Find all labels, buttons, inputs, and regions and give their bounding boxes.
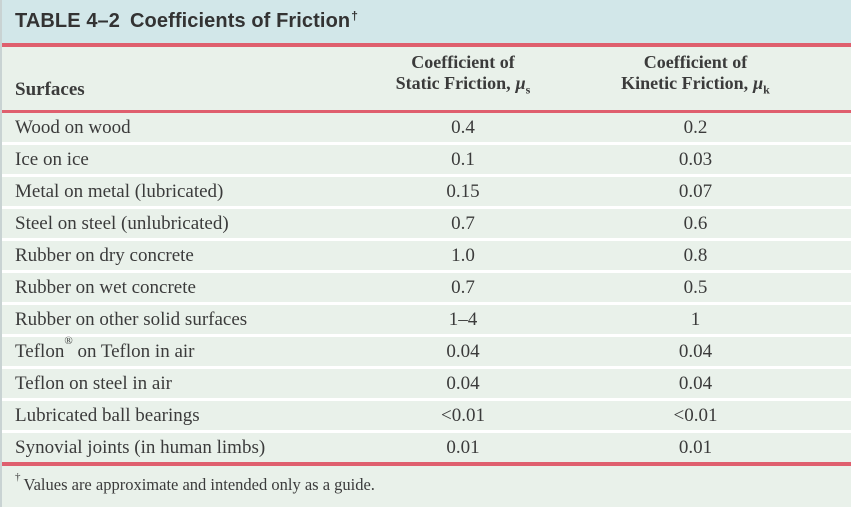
static-friction-value: 0.4	[451, 116, 475, 138]
table-row: Wood on wood 0.4 0.2	[2, 113, 851, 142]
footnote-text: Values are approximate and intended only…	[23, 475, 375, 494]
table-header-row: Surfaces Coefficient of Static Friction,…	[2, 47, 851, 110]
static-friction-value: 0.15	[446, 180, 480, 202]
table-row: Teflon on steel in air 0.04 0.04	[2, 369, 851, 398]
static-friction-value: 1–4	[448, 308, 478, 330]
surface-cell: Wood on wood	[15, 116, 131, 138]
divider-bottom	[2, 462, 851, 466]
kinetic-friction-value: 0.04	[678, 372, 713, 394]
static-friction-value: 0.1	[451, 148, 475, 170]
static-header-line1: Coefficient of	[411, 52, 515, 73]
static-friction-value: <0.01	[441, 404, 485, 426]
column-header-surfaces: Surfaces	[15, 79, 85, 100]
kinetic-friction-value: 0.01	[678, 436, 713, 458]
surface-cell: Rubber on wet concrete	[15, 276, 196, 298]
surface-cell: Metal on metal (lubricated)	[15, 180, 224, 202]
registered-trademark-mark: ®	[64, 335, 73, 348]
static-friction-value: 0.04	[446, 372, 480, 394]
table-row: Rubber on wet concrete 0.7 0.5	[2, 273, 851, 302]
table-row: Lubricated ball bearings <0.01 <0.01	[2, 401, 851, 430]
footnote-dagger-mark: †	[15, 470, 21, 483]
surface-cell: Ice on ice	[15, 148, 89, 170]
kinetic-friction-value: 0.04	[678, 340, 713, 362]
surface-cell: Lubricated ball bearings	[15, 404, 200, 426]
kinetic-friction-value: 0.07	[678, 180, 713, 202]
surface-cell: Rubber on other solid surfaces	[15, 308, 248, 330]
surface-cell: Teflon on steel in air	[15, 372, 172, 394]
mu-symbol: μ	[515, 73, 526, 94]
kinetic-friction-value: 1	[690, 308, 701, 330]
kinetic-header-line2: Kinetic Friction, μk	[621, 73, 770, 97]
surface-cell: Steel on steel (unlubricated)	[15, 212, 229, 234]
table-row: Rubber on other solid surfaces 1–4 1	[2, 305, 851, 334]
divider-top	[2, 43, 851, 47]
table-row: Steel on steel (unlubricated) 0.7 0.6	[2, 209, 851, 238]
column-header-kinetic-friction: Coefficient of Kinetic Friction, μk	[588, 52, 803, 101]
surface-cell: Synovial joints (in human limbs)	[15, 436, 266, 458]
table-title: Coefficients of Friction	[130, 10, 351, 32]
surface-cell: Teflon® on Teflon in air	[15, 335, 195, 362]
static-friction-value: 0.01	[446, 436, 480, 458]
static-friction-value: 0.7	[451, 212, 475, 234]
surface-cell: Rubber on dry concrete	[15, 244, 194, 266]
table-row: Teflon® on Teflon in air 0.04 0.04	[2, 335, 851, 366]
table-title-bar: TABLE 4–2 Coefficients of Friction †	[2, 0, 851, 43]
kinetic-friction-value: 0.03	[678, 148, 713, 170]
static-friction-value: 0.7	[451, 276, 475, 298]
table-row: Synovial joints (in human limbs) 0.01 0.01	[2, 433, 851, 462]
divider-header	[2, 110, 851, 113]
kinetic-friction-value: 0.6	[683, 212, 708, 234]
static-subscript: s	[525, 83, 531, 97]
table-rows: Wood on wood 0.4 0.2 Ice on ice 0.1 0.03 Metal…	[2, 113, 851, 462]
kinetic-friction-value: 0.2	[683, 116, 708, 138]
mu-symbol: μ	[753, 73, 764, 94]
static-header-line2: Static Friction, μs	[395, 73, 531, 97]
kinetic-friction-value: 0.8	[683, 244, 708, 266]
kinetic-subscript: k	[763, 83, 770, 97]
kinetic-friction-value: 0.5	[683, 276, 708, 298]
table-row: Rubber on dry concrete 1.0 0.8	[2, 241, 851, 270]
column-header-static-friction: Coefficient of Static Friction, μs	[338, 52, 588, 101]
table-row: Metal on metal (lubricated) 0.15 0.07	[2, 177, 851, 206]
kinetic-header-line1: Coefficient of	[643, 52, 748, 73]
kinetic-friction-value: <0.01	[673, 404, 718, 426]
table-footnote: † Values are approximate and intended onl…	[2, 466, 851, 506]
static-friction-value: 1.0	[451, 244, 475, 266]
table-row: Ice on ice 0.1 0.03	[2, 145, 851, 174]
static-friction-value: 0.04	[446, 340, 480, 362]
table-number: TABLE 4–2	[15, 10, 121, 32]
